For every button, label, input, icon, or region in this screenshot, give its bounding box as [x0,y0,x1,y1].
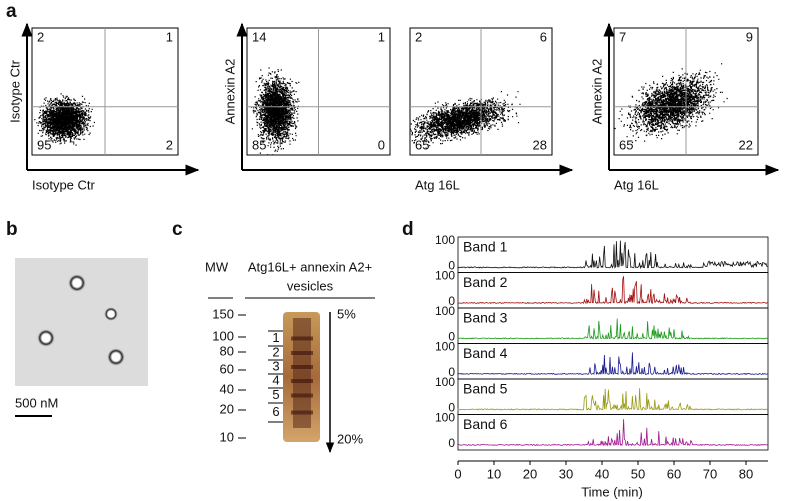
gel-band [291,336,313,341]
gel-smear [293,318,311,428]
vesicle [104,307,118,321]
mw-label: 40 [220,381,234,396]
trace-tick: 0 [448,365,455,379]
quadrant-value: 65 [619,137,633,152]
gel-band [291,393,313,398]
mw-label: 60 [220,361,234,376]
trace-tick: 0 [448,330,455,344]
trace [457,419,768,447]
x-tick-label: 40 [595,466,609,481]
trace-label: Band 4 [463,345,508,361]
band-label: 3 [272,358,279,373]
gradient-top: 5% [337,306,356,321]
scatter-dots [410,91,521,149]
scatter-dots [614,63,728,144]
trace-tick: 100 [435,304,455,318]
mw-header: MW [205,259,229,274]
vesicle [107,348,125,366]
gel-band [291,410,313,415]
panel-label: b [6,219,18,240]
quadrant-value: 95 [37,137,51,152]
mw-label: 20 [220,401,234,416]
x-axis-label: Time (min) [581,484,643,499]
mw-label: 150 [212,306,234,321]
vesicle [37,329,55,347]
trace-tick: 0 [448,259,455,273]
quadrant-value: 14 [252,29,266,44]
x-axis-label: Isotype Ctr [32,177,96,192]
band-label: 1 [272,330,279,345]
panel-label: c [172,219,183,240]
quadrant-value: 1 [166,29,173,44]
x-tick-label: 30 [559,466,573,481]
band-label: 2 [272,344,279,359]
trace [457,388,768,411]
quadrant-value: 9 [746,29,753,44]
trace [457,318,768,340]
trace [457,352,768,376]
mw-label: 80 [220,343,234,358]
gel-band [291,365,313,369]
gradient-bottom: 20% [337,431,363,446]
trace-frame [457,414,769,451]
panel-label: d [402,219,414,240]
x-tick-label: 0 [454,466,461,481]
x-tick-label: 60 [667,466,681,481]
band-label: 4 [272,372,279,387]
mw-label: 10 [220,429,234,444]
trace-tick: 100 [435,233,455,247]
y-axis-label: Annexin A2 [222,59,237,125]
x-tick-label: 50 [631,466,645,481]
quadrant-value: 6 [540,29,547,44]
quadrant-value: 0 [378,137,385,152]
lane-header: vesicles [287,278,334,293]
quadrant-value: 2 [415,29,422,44]
y-axis-label: Annexin A2 [589,59,604,125]
trace [457,240,768,270]
gel-band [291,379,313,383]
band-label: 5 [272,387,279,402]
panel-label: a [6,1,17,22]
trace-label: Band 3 [463,310,508,326]
trace-tick: 100 [435,340,455,354]
x-tick-label: 20 [523,466,537,481]
quadrant-value: 1 [378,29,385,44]
x-tick-label: 10 [487,466,501,481]
trace-label: Band 6 [463,416,508,432]
quadrant-value: 2 [37,29,44,44]
mw-label: 100 [212,328,234,343]
gel-band [291,351,313,355]
trace-tick: 100 [435,411,455,425]
trace [457,276,768,305]
trace-tick: 100 [435,269,455,283]
trace-tick: 0 [448,294,455,308]
quadrant-value: 65 [415,137,429,152]
trace-label: Band 5 [463,381,508,397]
x-tick-label: 80 [739,466,753,481]
trace-tick: 0 [448,436,455,450]
trace-label: Band 2 [463,274,508,290]
y-axis-label: Isotype Ctr [7,59,22,123]
lane-header: Atg16L+ annexin A2+ [248,259,372,274]
x-tick-label: 70 [703,466,717,481]
quadrant-value: 7 [619,29,626,44]
quadrant-value: 22 [739,137,753,152]
trace-tick: 100 [435,375,455,389]
band-label: 6 [272,404,279,419]
vesicle [68,274,86,292]
x-axis-label: Atg 16L [415,177,460,192]
trace-tick: 0 [448,401,455,415]
trace-label: Band 1 [463,239,508,255]
scale-label: 500 nM [15,395,58,410]
scatter-dots [250,67,300,156]
x-axis-label: Atg 16L [614,177,659,192]
quadrant-value: 28 [533,137,547,152]
quadrant-value: 2 [166,137,173,152]
quadrant-value: 85 [252,137,266,152]
